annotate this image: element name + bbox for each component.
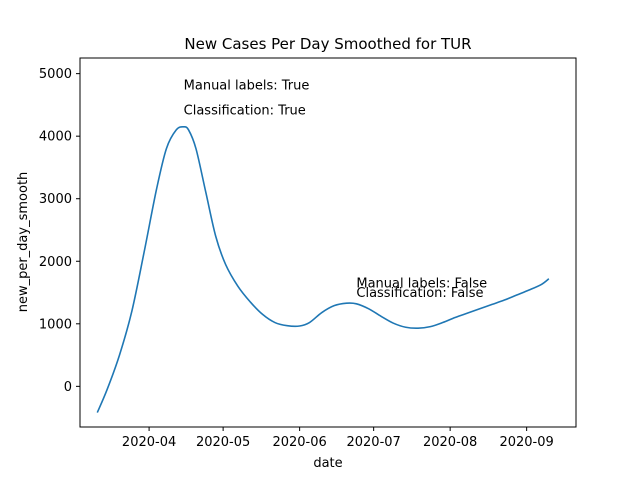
x-tick-label: 2020-07 xyxy=(346,435,400,450)
plot-area xyxy=(80,58,576,427)
y-tick-label: 3000 xyxy=(39,192,72,207)
x-tick-label: 2020-05 xyxy=(196,435,250,450)
series-layer xyxy=(96,125,550,413)
annotation-text: Manual labels: False xyxy=(356,277,487,292)
y-tick-label: 2000 xyxy=(39,255,72,270)
x-tick-label: 2020-04 xyxy=(122,435,176,450)
x-axis: 2020-04 2020-05 2020-06 2020-07 2020-08 2020-… xyxy=(122,427,554,450)
y-tick-label: 4000 xyxy=(39,130,72,145)
series-line-0 xyxy=(96,125,550,413)
y-tick-label: 0 xyxy=(64,380,72,395)
x-tick-label: 2020-09 xyxy=(499,435,553,450)
chart-title: New Cases Per Day Smoothed for TUR xyxy=(184,35,471,53)
annotation-layer: Manual labels: True Classification: True M… xyxy=(184,78,487,301)
x-axis-label: date xyxy=(313,456,342,471)
x-tick-label: 2020-08 xyxy=(423,435,477,450)
y-tick-label: 5000 xyxy=(39,67,72,82)
y-axis-label: new_per_day_smooth xyxy=(16,172,31,313)
y-tick-label: 1000 xyxy=(39,317,72,332)
annotation-text: Manual labels: True xyxy=(184,78,310,93)
y-axis: 0 1000 2000 3000 4000 5000 xyxy=(39,67,80,395)
annotation-text: Classification: False xyxy=(356,286,483,301)
x-tick-label: 2020-06 xyxy=(272,435,326,450)
annotation-text: Classification: True xyxy=(184,103,306,118)
plot-frame xyxy=(79,57,577,428)
